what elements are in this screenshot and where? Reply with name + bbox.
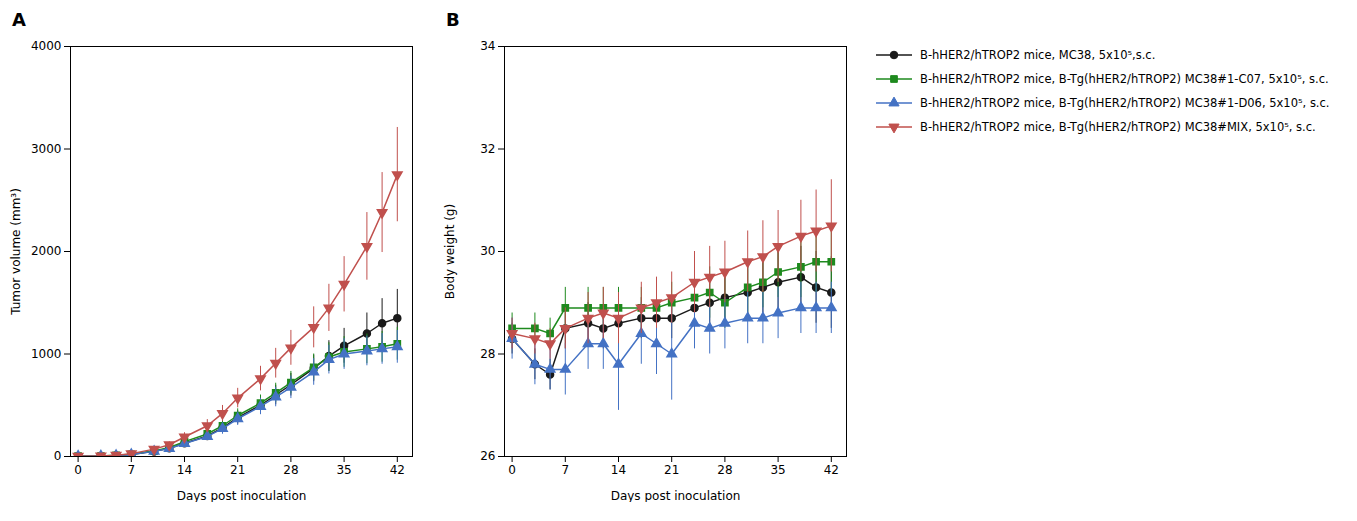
svg-text:Body weight (g): Body weight (g)	[443, 204, 457, 299]
svg-text:21: 21	[230, 463, 245, 477]
svg-text:32: 32	[480, 142, 495, 156]
svg-text:28: 28	[717, 463, 732, 477]
svg-text:28: 28	[283, 463, 298, 477]
svg-text:42: 42	[824, 463, 839, 477]
svg-text:35: 35	[336, 463, 351, 477]
svg-text:3000: 3000	[31, 142, 62, 156]
svg-text:21: 21	[664, 463, 679, 477]
svg-text:4000: 4000	[31, 39, 62, 53]
html-text:B-hHER2/hTROP2 mice, MC38, 5x1: B-hHER2/hTROP2 mice, MC38, 5x10⁵,s.c.	[920, 48, 1156, 62]
svg-text:Days post inoculation: Days post inoculation	[611, 489, 741, 503]
svg-text:0: 0	[508, 463, 516, 477]
svg-text:Days post inoculation: Days post inoculation	[177, 489, 307, 503]
html-text:A: A	[12, 9, 26, 30]
html-text:B-hHER2/hTROP2 mice, B-Tg(hHER: B-hHER2/hTROP2 mice, B-Tg(hHER2/hTROP2) …	[920, 120, 1316, 134]
svg-text:Tumor volume (mm³): Tumor volume (mm³)	[9, 188, 23, 316]
svg-text:7: 7	[127, 463, 135, 477]
svg-text:14: 14	[611, 463, 626, 477]
svg-text:28: 28	[480, 347, 495, 361]
svg-text:30: 30	[480, 244, 495, 258]
svg-text:26: 26	[480, 449, 495, 463]
html-text:B: B	[446, 9, 460, 30]
svg-text:1000: 1000	[31, 347, 62, 361]
svg-text:2000: 2000	[31, 244, 62, 258]
svg-text:35: 35	[770, 463, 785, 477]
svg-text:14: 14	[177, 463, 192, 477]
svg-text:34: 34	[480, 39, 495, 53]
svg-text:0: 0	[54, 449, 62, 463]
svg-text:7: 7	[561, 463, 569, 477]
html-text:B-hHER2/hTROP2 mice, B-Tg(hHER: B-hHER2/hTROP2 mice, B-Tg(hHER2/hTROP2) …	[920, 96, 1330, 110]
html-text:B-hHER2/hTROP2 mice, B-Tg(hHER: B-hHER2/hTROP2 mice, B-Tg(hHER2/hTROP2) …	[920, 72, 1329, 86]
svg-text:42: 42	[390, 463, 405, 477]
svg-text:0: 0	[74, 463, 82, 477]
